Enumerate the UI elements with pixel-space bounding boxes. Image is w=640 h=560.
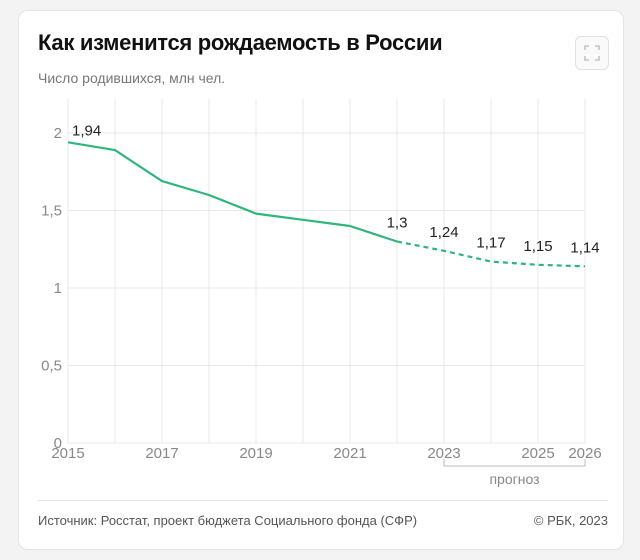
- axis-labels: 0 0,5 1 1,5 2 2015 2017 2019 2021 2023 2025 2026: [41, 125, 602, 462]
- x-tick-label: 2019: [239, 445, 272, 462]
- chart-card: [18, 10, 624, 550]
- forecast-line: [396, 240, 586, 268]
- line-chart: 1,94 1,3 1,24 1,17 1,15 1,14 0 0,5 1 1,5 2 2015 201…: [41, 99, 602, 487]
- expand-button[interactable]: [575, 36, 609, 70]
- expand-icon: [584, 45, 600, 61]
- x-tick-label: 2025: [521, 445, 554, 462]
- source-note: Источник: Росстат, проект бюджета Социал…: [38, 513, 418, 528]
- data-label: 1,3: [387, 215, 408, 232]
- y-tick-label: 1,5: [41, 203, 62, 220]
- forecast-label: прогноз: [489, 471, 539, 487]
- x-tick-label: 2021: [333, 445, 366, 462]
- data-label: 1,94: [72, 122, 101, 139]
- actual-line: [67, 141, 398, 243]
- chart-title: Как изменится рождаемость в России: [38, 30, 443, 55]
- chart-subtitle: Число родившихся, млн чел.: [38, 70, 226, 86]
- y-tick-label: 0: [54, 435, 62, 452]
- x-tick-label: 2015: [51, 445, 84, 462]
- y-tick-label: 1: [54, 280, 62, 297]
- data-label: 1,24: [429, 224, 458, 241]
- forecast-bracket-line: [443, 459, 586, 467]
- forecast-bracket: прогноз: [443, 459, 586, 487]
- data-labels: 1,94 1,3 1,24 1,17 1,15 1,14: [72, 122, 600, 256]
- x-tick-label: 2017: [145, 445, 178, 462]
- x-tick-label: 2023: [427, 445, 460, 462]
- data-label: 1,15: [523, 238, 552, 255]
- y-tick-label: 2: [54, 125, 62, 142]
- data-label: 1,14: [570, 239, 599, 256]
- y-tick-label: 0,5: [41, 358, 62, 375]
- series-lines: [67, 141, 586, 268]
- grid: [67, 99, 586, 444]
- x-tick-label: 2026: [568, 445, 601, 462]
- data-label: 1,17: [476, 235, 505, 252]
- footer-divider: [38, 500, 608, 501]
- copyright: © РБК, 2023: [533, 513, 608, 528]
